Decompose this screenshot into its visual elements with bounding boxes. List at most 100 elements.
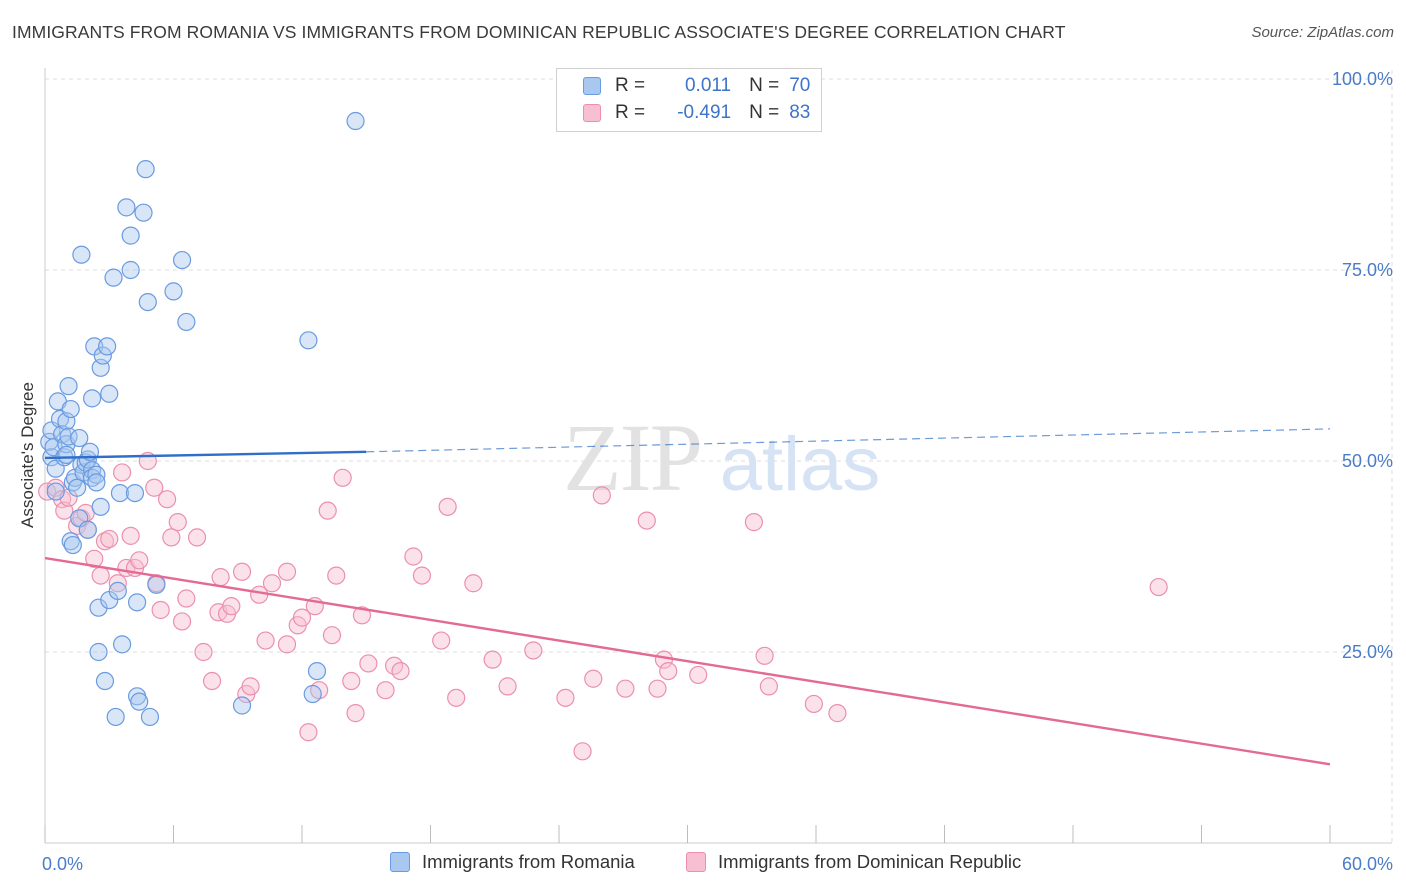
dominican-point bbox=[232, 562, 252, 581]
tick-labels: 25.0% 50.0% 75.0% 100.0% 0.0% 60.0% bbox=[42, 69, 1393, 874]
dominican-point bbox=[85, 549, 104, 568]
legend-r-value: -0.491 bbox=[677, 102, 732, 123]
dominican-point bbox=[112, 463, 132, 482]
dominican-point bbox=[327, 566, 346, 585]
dominican-point bbox=[145, 478, 164, 497]
series-swatch-romania bbox=[390, 852, 410, 872]
romania-point bbox=[108, 581, 127, 600]
romania-point bbox=[140, 707, 160, 727]
dominican-point bbox=[556, 688, 575, 707]
romania-point bbox=[83, 389, 102, 408]
dominican-point bbox=[100, 529, 119, 549]
y-tick-label: 75.0% bbox=[1342, 260, 1393, 280]
dominican-point bbox=[322, 626, 342, 645]
romania-point bbox=[346, 111, 365, 131]
dominican-point bbox=[121, 526, 140, 545]
dominican-point bbox=[352, 606, 372, 625]
dominican-point bbox=[659, 661, 678, 681]
romania-point bbox=[130, 692, 149, 711]
romania-point bbox=[87, 473, 106, 492]
dominican-point bbox=[211, 568, 230, 587]
romania-point bbox=[232, 696, 252, 715]
dominican-point bbox=[438, 497, 457, 516]
correlation-legend: R = 0.011 N = 70 R = -0.491 N = 83 bbox=[556, 68, 822, 132]
dominican-point bbox=[412, 566, 432, 585]
romania-point bbox=[61, 399, 80, 419]
dominican-point bbox=[91, 566, 110, 585]
romania-point bbox=[177, 312, 196, 332]
legend-row-romania: R = 0.011 N = 70 bbox=[583, 74, 810, 98]
dominican-point bbox=[157, 490, 177, 509]
dominican-point bbox=[346, 704, 365, 723]
romania-point bbox=[59, 377, 78, 396]
dominican-point bbox=[53, 490, 72, 509]
romania-trend-line bbox=[44, 450, 367, 460]
dominican-point bbox=[592, 486, 611, 505]
legend-r-label: R = bbox=[615, 102, 646, 123]
legend-n-label: N = bbox=[749, 102, 780, 123]
romania-point bbox=[307, 661, 327, 681]
romania-point bbox=[110, 483, 130, 503]
legend-n-label: N = bbox=[749, 75, 780, 96]
series-legend: Immigrants from Romania Immigrants from … bbox=[0, 851, 1406, 877]
series-swatch-dominican bbox=[686, 852, 706, 872]
romania-point bbox=[91, 497, 110, 516]
watermark-zip: ZIP bbox=[563, 404, 701, 511]
romania-points bbox=[40, 111, 365, 727]
romania-point bbox=[104, 268, 123, 287]
dominican-point bbox=[333, 468, 352, 487]
legend-swatch-dominican bbox=[583, 104, 601, 122]
series-legend-label: Immigrants from Dominican Republic bbox=[718, 851, 1022, 872]
x-tick-label: 60.0% bbox=[1342, 854, 1393, 874]
romania-point bbox=[100, 384, 119, 403]
series-legend-romania: Immigrants from Romania bbox=[390, 851, 635, 873]
dominican-point bbox=[194, 642, 213, 662]
watermark-atlas: atlas bbox=[720, 422, 881, 507]
dominican-point bbox=[256, 631, 275, 650]
dominican-point bbox=[755, 646, 774, 665]
romania-point bbox=[136, 160, 155, 179]
dominican-point bbox=[616, 679, 635, 698]
dominican-point bbox=[262, 574, 282, 593]
dominican-point bbox=[404, 547, 423, 566]
dominican-point bbox=[222, 597, 241, 616]
dominican-point bbox=[108, 574, 127, 593]
dominican-point bbox=[292, 608, 312, 627]
dominican-point bbox=[172, 612, 192, 631]
dominican-point bbox=[464, 574, 483, 593]
dominican-point bbox=[391, 661, 410, 681]
dominican-point bbox=[637, 511, 656, 530]
dominican-points bbox=[38, 451, 1168, 761]
legend-r-label: R = bbox=[615, 75, 646, 96]
romania-trend-extension bbox=[366, 428, 1331, 453]
chart-title: IMMIGRANTS FROM ROMANIA VS IMMIGRANTS FR… bbox=[12, 22, 1066, 42]
romania-point bbox=[68, 478, 87, 497]
romania-point bbox=[125, 483, 145, 503]
watermark: ZIP atlas bbox=[563, 404, 880, 511]
dominican-point bbox=[804, 694, 823, 714]
dominican-point bbox=[744, 513, 763, 532]
dominican-point bbox=[828, 704, 847, 723]
y-tick-label: 50.0% bbox=[1342, 451, 1393, 471]
dominican-point bbox=[187, 528, 207, 547]
romania-point bbox=[172, 250, 192, 270]
romania-point bbox=[303, 684, 322, 704]
dominican-point bbox=[241, 677, 260, 696]
series-legend-label: Immigrants from Romania bbox=[422, 851, 635, 872]
axes bbox=[44, 68, 1392, 844]
romania-point bbox=[89, 642, 108, 662]
romania-point bbox=[72, 245, 91, 264]
trend-lines bbox=[44, 428, 1331, 766]
romania-point bbox=[121, 226, 140, 245]
dominican-point bbox=[342, 671, 361, 691]
romania-point bbox=[95, 671, 115, 691]
dominican-point bbox=[46, 478, 65, 497]
dominican-point bbox=[524, 641, 543, 660]
romania-point bbox=[299, 331, 318, 350]
dominican-point bbox=[1149, 577, 1168, 597]
legend-row-dominican: R = -0.491 N = 83 bbox=[583, 101, 810, 125]
romania-point bbox=[78, 520, 97, 539]
romania-point bbox=[127, 593, 147, 612]
romania-point bbox=[138, 292, 157, 312]
